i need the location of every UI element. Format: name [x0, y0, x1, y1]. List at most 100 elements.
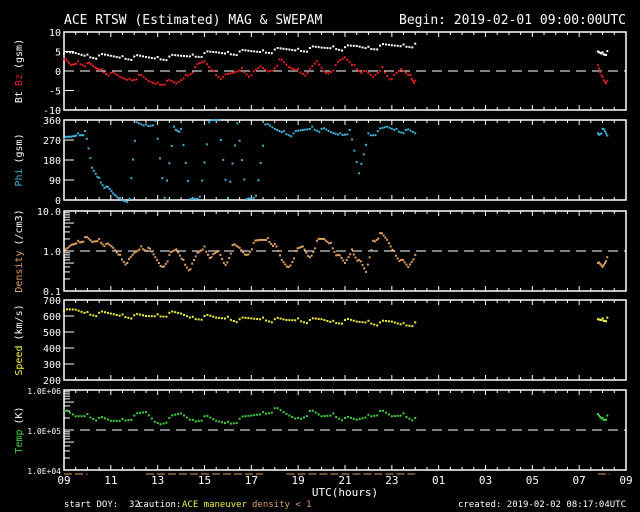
data-point [267, 412, 270, 415]
data-point [405, 263, 408, 266]
data-point [303, 50, 306, 53]
data-point [133, 78, 136, 81]
data-point [299, 71, 302, 74]
data-point [229, 180, 232, 183]
data-point [203, 60, 206, 63]
data-point [279, 47, 282, 50]
data-point [224, 263, 227, 266]
data-point [203, 161, 206, 164]
data-point [101, 184, 104, 187]
data-point [282, 411, 285, 414]
data-point [387, 413, 390, 416]
data-point [71, 243, 74, 246]
data-point [80, 241, 83, 244]
data-point [386, 74, 389, 77]
data-point [393, 73, 396, 76]
data-point [170, 250, 173, 253]
data-point [112, 246, 115, 249]
data-point [247, 414, 250, 417]
data-point [86, 62, 89, 65]
data-point [168, 311, 171, 314]
data-point [244, 415, 247, 418]
x-tick-label: 23 [385, 474, 398, 487]
data-point [605, 320, 608, 323]
data-point [168, 55, 171, 58]
x-tick-label: 03 [479, 474, 492, 487]
data-point [382, 234, 385, 237]
data-point [366, 263, 369, 266]
data-point [85, 235, 88, 238]
data-point [325, 71, 328, 74]
data-point [409, 73, 412, 76]
data-point [106, 242, 109, 245]
data-point [110, 245, 113, 248]
y-tick-label: 700 [43, 296, 61, 307]
data-point [189, 73, 192, 75]
data-point [139, 313, 142, 316]
data-point [318, 63, 321, 66]
data-point [218, 316, 221, 319]
data-point [232, 422, 235, 425]
data-point [229, 252, 232, 255]
data-point [311, 65, 314, 68]
data-point [66, 135, 69, 138]
data-point [214, 252, 217, 255]
data-point [380, 232, 383, 235]
data-point [191, 262, 194, 265]
data-point [278, 58, 281, 61]
data-point [605, 82, 608, 85]
data-point [127, 58, 130, 61]
data-point [197, 420, 200, 423]
data-point [314, 317, 317, 320]
data-point [602, 263, 605, 266]
data-point [197, 318, 200, 321]
data-point [288, 48, 291, 51]
data-point [270, 411, 273, 414]
data-point [87, 237, 90, 240]
data-point [408, 46, 411, 49]
data-point [64, 58, 67, 61]
data-point [240, 159, 243, 162]
data-point [98, 237, 101, 240]
data-point [136, 412, 139, 415]
data-point [73, 135, 76, 137]
data-point [408, 263, 411, 266]
data-point [103, 311, 106, 314]
data-point [397, 69, 400, 72]
data-point [187, 74, 190, 77]
data-point [185, 416, 188, 419]
y-tick-label: 270 [43, 136, 61, 147]
data-point [142, 411, 145, 414]
data-point [85, 137, 88, 140]
data-point [369, 134, 372, 137]
data-point [384, 411, 387, 414]
data-point [168, 162, 171, 165]
data-point [218, 51, 221, 54]
data-point [238, 50, 241, 53]
data-point [308, 67, 311, 70]
data-point [336, 60, 339, 63]
data-point [180, 257, 183, 260]
data-point [372, 239, 375, 242]
data-point [123, 200, 126, 203]
data-point [168, 253, 171, 256]
data-point [352, 417, 355, 420]
data-point [407, 128, 410, 131]
data-point [278, 130, 281, 132]
data-point [108, 243, 111, 246]
data-point [280, 58, 283, 61]
data-point [598, 261, 601, 264]
y-tick-label: -5 [49, 87, 61, 98]
chart-title: ACE RTSW (Estimated) MAG & SWEPAM [64, 13, 322, 28]
data-point [71, 135, 74, 138]
data-point [364, 416, 367, 419]
data-point [390, 127, 393, 130]
data-point [205, 143, 208, 146]
data-point [81, 64, 84, 67]
data-point [156, 137, 159, 140]
data-point [412, 258, 415, 261]
data-point [89, 416, 92, 419]
data-point [354, 256, 357, 259]
data-point [147, 79, 150, 82]
data-point [266, 70, 269, 73]
